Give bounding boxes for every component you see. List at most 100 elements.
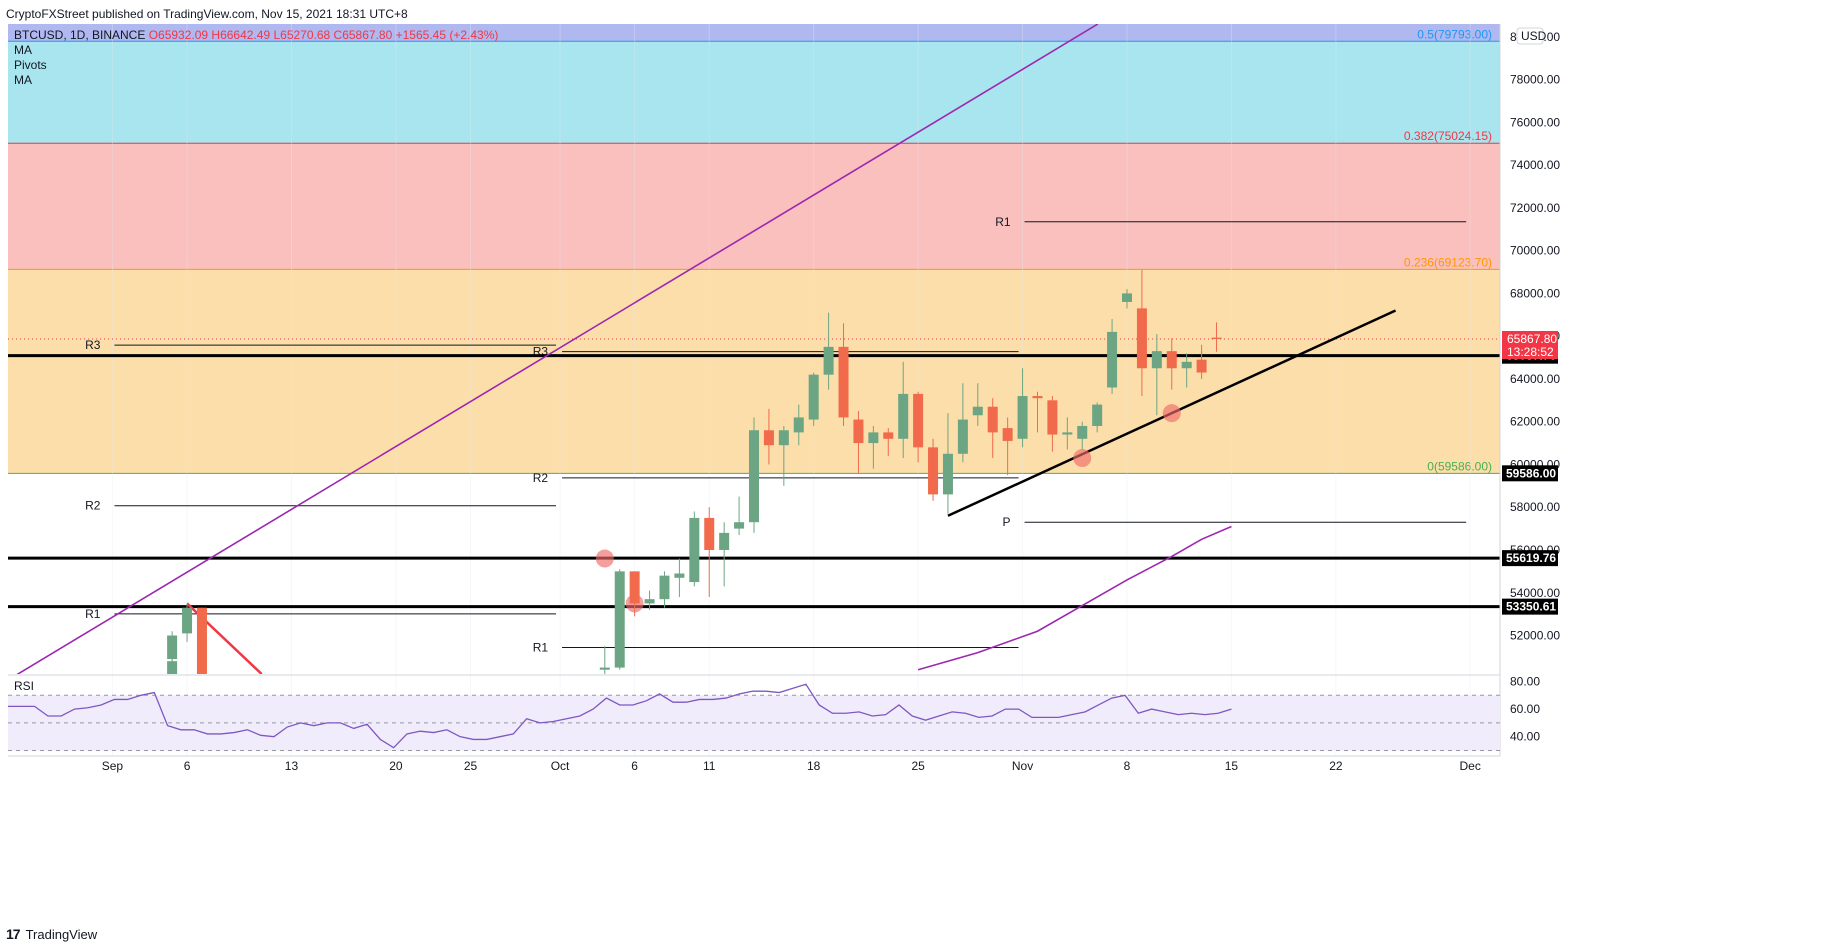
pivot-label: R2 — [533, 471, 549, 485]
candles — [167, 269, 1222, 674]
candle — [883, 428, 894, 456]
time-tick-label: 22 — [1329, 759, 1343, 773]
candle — [928, 438, 939, 501]
candle-body — [898, 393, 909, 439]
fib-zone — [8, 143, 1500, 270]
candle — [629, 571, 640, 617]
candle — [853, 411, 864, 474]
candle-body — [868, 432, 879, 444]
candle — [644, 590, 655, 610]
candle-body — [689, 517, 700, 583]
fib-zones: 0.5(79793.00) 0.382(75024.15) 0.236(69123.… — [8, 24, 1500, 474]
countdown-label: 13:28:52 — [1507, 345, 1554, 359]
candle — [1151, 334, 1162, 416]
price-tick-label: 62000.00 — [1510, 415, 1560, 429]
candle-body — [1002, 428, 1013, 441]
level-tag — [1502, 598, 1558, 615]
current-price-tag — [1502, 330, 1558, 359]
candle — [674, 558, 685, 598]
candle — [1002, 417, 1013, 476]
candle — [838, 323, 849, 426]
price-tick-label: 72000.00 — [1510, 201, 1560, 215]
time-tick-label: Dec — [1459, 759, 1480, 773]
candle-body — [1122, 293, 1132, 302]
currency-label: USD — [1521, 29, 1547, 43]
candle — [1196, 344, 1207, 379]
candle — [957, 383, 968, 463]
price-tick-label: 74000.00 — [1510, 158, 1560, 172]
tradingview-logo-icon: 17 — [6, 926, 21, 942]
time-tick-label: 6 — [631, 759, 638, 773]
price-tick-label: 68000.00 — [1510, 286, 1560, 300]
price-tick-label: 78000.00 — [1510, 73, 1560, 87]
candle — [823, 312, 834, 390]
candle-body — [972, 406, 983, 416]
candle — [1211, 322, 1222, 352]
candle — [749, 417, 759, 533]
candle — [167, 631, 178, 668]
published-header: CryptoFXStreet published on TradingView.… — [6, 7, 408, 21]
pivot-label: R1 — [533, 640, 549, 654]
time-axis: Sep 6 13 20 25 Oct 6 11 18 25 Nov 8 15 22 Dec — [102, 759, 1481, 773]
candle — [689, 511, 700, 587]
symbol-legend: BTCUSD, 1D, BINANCE O65932.09 H66642.49 … — [14, 28, 498, 42]
candle — [808, 372, 819, 426]
grid — [111, 24, 1471, 756]
candle — [704, 507, 715, 598]
candle-body — [629, 571, 640, 604]
candle-body — [1047, 400, 1058, 435]
pivot-label: R2 — [85, 499, 101, 513]
price-tick-label: 64000.00 — [1510, 372, 1560, 386]
pivot-label: R3 — [85, 338, 101, 352]
candle-body — [987, 406, 998, 433]
candle — [1092, 402, 1103, 433]
price-axis: 52000.0054000.0056000.0058000.0060000.00… — [1499, 24, 1834, 756]
fib-label: 0.5(79793.00) — [1417, 27, 1492, 41]
moving-average-line — [917, 525, 1232, 671]
candle-body — [1211, 337, 1222, 339]
candle-body — [1032, 396, 1043, 399]
pivot-label: R1 — [85, 607, 101, 621]
candle — [196, 607, 207, 674]
time-tick-label: 13 — [285, 759, 299, 773]
candle-body — [659, 575, 670, 600]
time-tick-label: 25 — [911, 759, 925, 773]
pivot-label: R1 — [995, 215, 1011, 229]
indicator-label: Pivots — [14, 58, 47, 72]
fib-label: 0.382(75024.15) — [1404, 129, 1492, 143]
candle — [1017, 368, 1028, 448]
rsi-tick-label: 80.00 — [1510, 675, 1540, 689]
candle-body — [749, 430, 759, 523]
price-axis-bg — [1500, 24, 1834, 756]
time-tick-label: 6 — [184, 759, 191, 773]
drawings — [16, 24, 1397, 674]
fib-zone-top — [8, 24, 1500, 42]
candle-body — [1136, 308, 1147, 369]
candle-body — [614, 571, 625, 668]
candle-body — [913, 393, 924, 448]
candle-body — [196, 607, 207, 674]
fib-zone — [8, 41, 1500, 144]
candle-body — [808, 374, 819, 420]
candle — [182, 603, 193, 642]
candle-body — [1107, 331, 1118, 388]
candle-body — [778, 430, 789, 446]
candle-body — [719, 532, 730, 550]
price-tick-label: 70000.00 — [1510, 244, 1560, 258]
time-tick-label: Sep — [102, 759, 124, 773]
price-tick-label: 52000.00 — [1510, 629, 1560, 643]
candle-body — [942, 453, 953, 495]
candle — [1136, 269, 1147, 397]
candle-body — [853, 419, 864, 444]
candle-body — [928, 447, 939, 495]
time-tick-label: 11 — [703, 759, 716, 773]
candle-body — [1062, 432, 1073, 435]
time-tick-label: Nov — [1012, 759, 1033, 773]
candle — [778, 425, 789, 486]
time-tick-label: 20 — [389, 759, 403, 773]
candle — [1107, 319, 1118, 394]
candle — [913, 391, 924, 463]
price-tick-label: 54000.00 — [1510, 586, 1560, 600]
marker-circle — [1162, 404, 1181, 423]
